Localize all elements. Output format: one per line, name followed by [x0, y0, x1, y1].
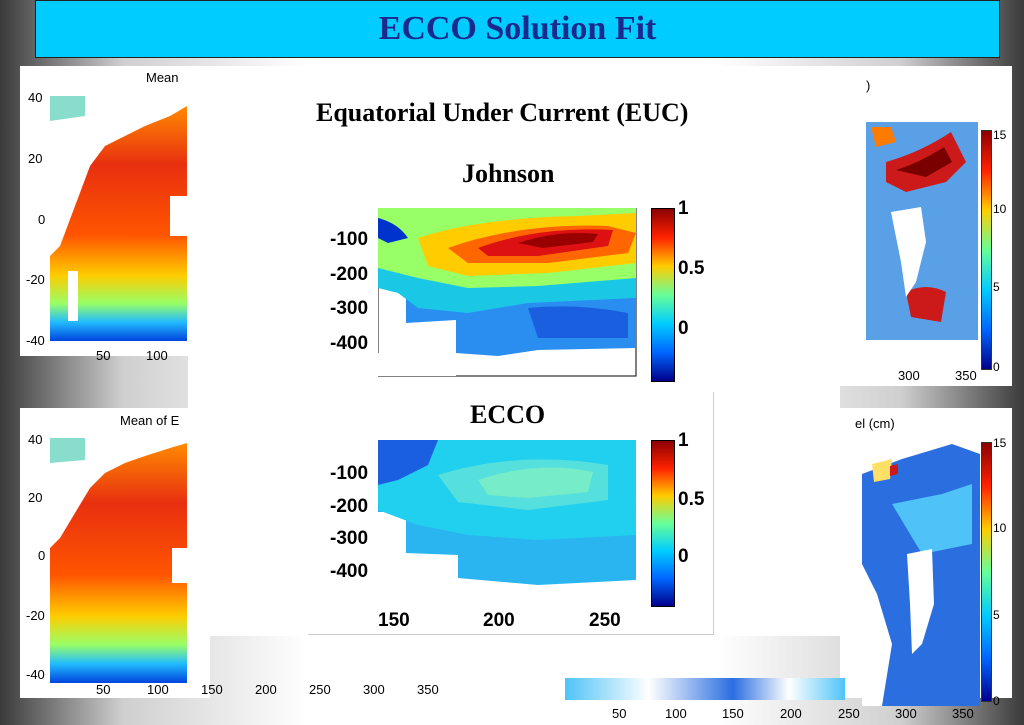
colorbar-tick: 1 [678, 198, 689, 219]
depth-tick-label: -300 [330, 528, 369, 549]
longitude-tick-label: 250 [589, 610, 621, 631]
y-tick-label: -20 [26, 272, 45, 287]
longitude-tick-label: 150 [378, 610, 410, 631]
x-tick-label: 250 [838, 706, 860, 721]
right-bottom-map-strip [565, 678, 845, 700]
colorbar-tick: 10 [993, 521, 1007, 535]
right-top-colorbar [981, 130, 992, 370]
slide-title: ECCO Solution Fit [378, 10, 657, 47]
euc-bottom-frame [308, 392, 714, 635]
johnson-contour-plot [378, 208, 637, 377]
right-bottom-colorbar [981, 442, 992, 702]
y-tick-label: -20 [26, 608, 45, 623]
colorbar-tick: 1 [678, 430, 689, 451]
depth-tick-label: -400 [330, 333, 369, 354]
slide-title-bar: ECCO Solution Fit [35, 0, 1000, 58]
right-top-heatmap [866, 122, 978, 340]
colorbar-tick: 15 [993, 128, 1007, 142]
y-tick-label: 40 [28, 90, 43, 105]
y-tick-label: 20 [28, 490, 43, 505]
johnson-colorbar [651, 208, 675, 382]
colorbar-tick: 0 [678, 546, 689, 567]
x-tick-label: 50 [96, 348, 111, 363]
x-tick-label: 300 [898, 368, 920, 383]
longitude-tick-label: 200 [483, 610, 515, 631]
x-tick-label: 350 [952, 706, 974, 721]
depth-tick-label: -100 [330, 463, 369, 484]
depth-tick-label: -200 [330, 264, 369, 285]
right-bottom-map-panel: el (cm) 15 10 5 [840, 408, 1012, 706]
depth-tick-label: -400 [330, 561, 369, 582]
x-tick-label: 300 [895, 706, 917, 721]
colorbar-tick: 5 [993, 280, 1000, 294]
x-tick-label: 350 [955, 368, 977, 383]
left-bottom-map-panel: Mean of E 40 20 0 -20 -40 [20, 408, 210, 698]
x-tick-label: 100 [146, 348, 168, 363]
depth-tick-label: -200 [330, 496, 369, 517]
left-top-map-panel: Mean 40 20 0 -20 -40 50 100 [20, 66, 200, 363]
x-tick-label: 200 [780, 706, 802, 721]
colorbar-tick: 0.5 [678, 258, 705, 279]
ecco-contour-plot [378, 440, 636, 603]
depth-tick-label: -100 [330, 229, 369, 250]
colorbar-tick: 10 [993, 202, 1007, 216]
colorbar-tick: 0 [678, 318, 689, 339]
x-tick-label: 350 [417, 682, 439, 697]
left-bottom-heatmap [50, 438, 190, 683]
x-tick-label: 200 [255, 682, 277, 697]
colorbar-tick: 5 [993, 608, 1000, 622]
x-tick-label: 50 [96, 682, 111, 697]
johnson-label: Johnson [462, 159, 555, 188]
x-tick-label: 100 [147, 682, 169, 697]
left-top-heatmap [50, 96, 190, 341]
ecco-label: ECCO [470, 400, 546, 429]
colorbar-tick: 15 [993, 436, 1007, 450]
colorbar-tick: 0 [993, 694, 1000, 708]
x-tick-label: 150 [722, 706, 744, 721]
y-tick-label: 20 [28, 151, 43, 166]
ecco-colorbar [651, 440, 675, 607]
left-bottom-map-title: Mean of E [120, 413, 180, 428]
euc-heading: Equatorial Under Current (EUC) [316, 98, 689, 127]
right-top-map-title: ) [866, 78, 871, 93]
depth-tick-label: -300 [330, 298, 369, 319]
x-tick-label: 150 [201, 682, 223, 697]
colorbar-tick: 0 [993, 360, 1000, 374]
y-tick-label: -40 [26, 333, 45, 348]
x-tick-label: 250 [309, 682, 331, 697]
y-tick-label: 0 [38, 548, 46, 563]
x-tick-label: 300 [363, 682, 385, 697]
x-tick-label: 100 [665, 706, 687, 721]
y-tick-label: 40 [28, 432, 43, 447]
right-top-map-panel: ) 15 10 5 0 300 350 [840, 66, 1012, 386]
right-bottom-heatmap [862, 444, 980, 706]
x-tick-label: 50 [612, 706, 627, 721]
left-top-map-title: Mean [146, 70, 179, 85]
right-bottom-map-title: el (cm) [855, 416, 895, 431]
y-tick-label: -40 [26, 667, 45, 682]
y-tick-label: 0 [38, 212, 46, 227]
colorbar-tick: 0.5 [678, 489, 705, 510]
